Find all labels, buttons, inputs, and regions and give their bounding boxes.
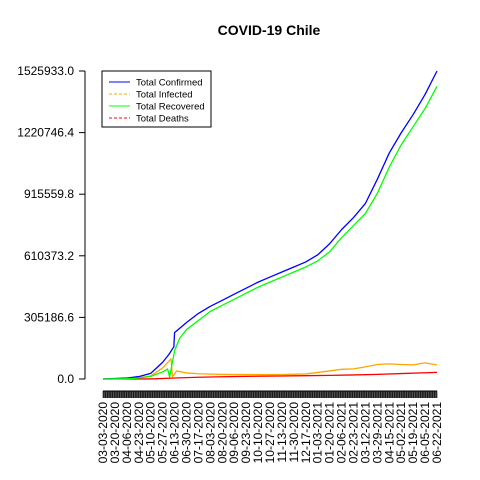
x-tick-label: 03-12-2021 bbox=[358, 402, 372, 464]
x-tick-label: 03-20-2020 bbox=[108, 402, 122, 464]
series-line-total-recovered bbox=[102, 86, 438, 380]
x-tick-label: 08-20-2020 bbox=[215, 402, 229, 464]
y-tick-label: 305186.6 bbox=[24, 310, 74, 324]
y-axis: 0.0 305186.6 610373.2 915559.8 1220746.4 1525… bbox=[17, 64, 86, 386]
x-tick-label: 05-19-2021 bbox=[406, 402, 420, 464]
legend-label: Total Recovered bbox=[136, 102, 205, 113]
x-axis: 03-03-202003-20-202004-06-202004-23-2020… bbox=[96, 390, 444, 464]
x-tick-label: 07-17-2020 bbox=[191, 402, 205, 464]
y-tick-label: 0.0 bbox=[57, 372, 74, 386]
x-tick-label: 09-06-2020 bbox=[227, 402, 241, 464]
series-line-total-deaths bbox=[102, 371, 438, 380]
legend-label: Total Confirmed bbox=[136, 78, 203, 89]
x-tick-label: 02-23-2021 bbox=[347, 402, 361, 464]
x-tick-label: 05-27-2020 bbox=[156, 402, 170, 464]
x-tick-label: 10-10-2020 bbox=[251, 402, 265, 464]
x-tick-label: 09-23-2020 bbox=[239, 402, 253, 464]
series-line-total-confirmed bbox=[102, 70, 438, 380]
x-tick-label: 02-06-2021 bbox=[335, 402, 349, 464]
x-tick-label: 01-03-2021 bbox=[311, 402, 325, 464]
x-tick-label: 08-03-2020 bbox=[203, 402, 217, 464]
x-tick-label: 06-22-2021 bbox=[430, 402, 444, 464]
legend-label: Total Deaths bbox=[136, 114, 189, 125]
x-tick-label: 06-30-2020 bbox=[180, 402, 194, 464]
x-tick-label: 06-13-2020 bbox=[168, 402, 182, 464]
x-tick-label: 05-02-2021 bbox=[394, 402, 408, 464]
series-line-total-infected bbox=[102, 358, 438, 380]
legend-label: Total Infected bbox=[136, 90, 193, 101]
x-tick-label: 06-05-2021 bbox=[418, 402, 432, 464]
series-group bbox=[102, 70, 438, 380]
x-tick-label: 04-23-2020 bbox=[132, 402, 146, 464]
x-tick-label: 04-06-2020 bbox=[120, 402, 134, 464]
y-tick-label: 1220746.4 bbox=[17, 126, 74, 140]
x-tick-label: 01-20-2021 bbox=[323, 402, 337, 464]
x-tick-label: 03-03-2020 bbox=[96, 402, 110, 464]
x-tick-label: 04-15-2021 bbox=[382, 402, 396, 464]
x-tick-label: 11-13-2020 bbox=[275, 402, 289, 463]
x-tick-label: 05-10-2020 bbox=[144, 402, 158, 464]
x-tick-label: 10-27-2020 bbox=[263, 402, 277, 464]
x-tick-label: 11-30-2020 bbox=[287, 402, 301, 463]
x-tick-label: 12-17-2020 bbox=[299, 402, 313, 464]
y-tick-label: 1525933.0 bbox=[17, 64, 74, 78]
y-tick-label: 610373.2 bbox=[24, 249, 74, 263]
x-tick-label: 03-29-2021 bbox=[370, 402, 384, 464]
chart-title: COVID-19 Chile bbox=[218, 22, 321, 38]
y-tick-label: 915559.8 bbox=[24, 187, 74, 201]
